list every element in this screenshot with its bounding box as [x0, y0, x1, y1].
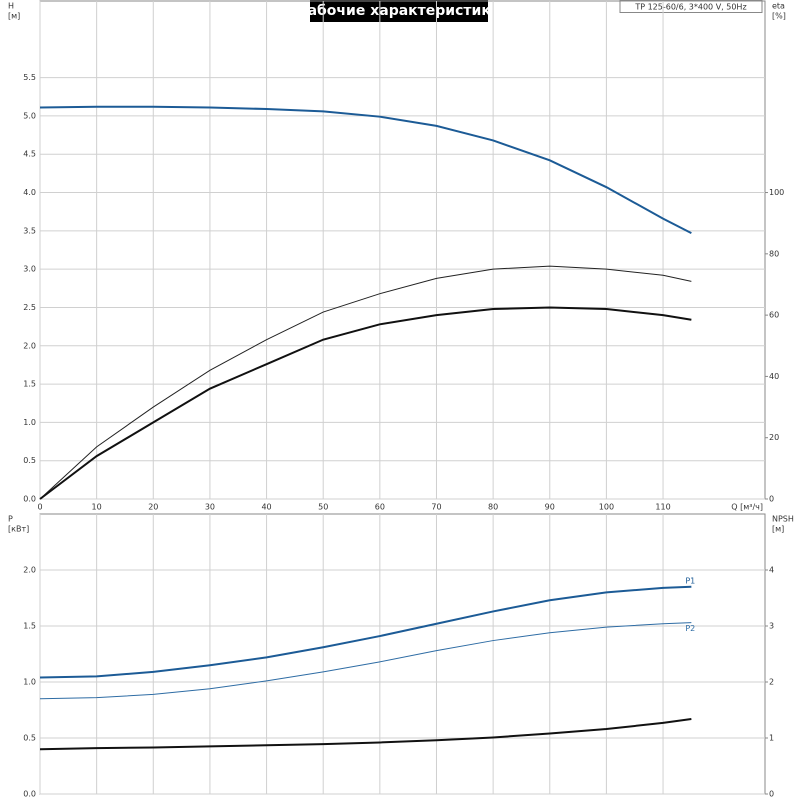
- y-tick-label: 4.0: [23, 188, 36, 197]
- x-tick-label: 90: [545, 503, 555, 512]
- y2-tick-label: 40: [769, 372, 779, 381]
- y2-tick-label: 3: [769, 622, 774, 631]
- x-axis-label: Q [м³/ч]: [731, 503, 763, 512]
- y2-tick-label: 80: [769, 249, 779, 258]
- y2-axis-label: [м]: [772, 525, 784, 534]
- x-tick-label: 50: [318, 503, 328, 512]
- y2-tick-label: 20: [769, 433, 779, 442]
- title-box: [310, 0, 488, 22]
- y-tick-label: 2.0: [23, 341, 36, 350]
- series-label: P2: [685, 624, 695, 633]
- y-tick-label: 0.5: [23, 734, 36, 743]
- y2-axis-label: eta: [772, 2, 785, 11]
- y-tick-label: 2.5: [23, 303, 36, 312]
- y-tick-label: 1.0: [23, 678, 36, 687]
- y2-tick-label: 60: [769, 311, 779, 320]
- y2-tick-label: 0: [769, 790, 774, 799]
- series-line: [39, 306, 692, 500]
- y-tick-label: 0.0: [23, 495, 36, 504]
- y-axis-label: [м]: [8, 12, 20, 21]
- series-line: [39, 717, 692, 751]
- y2-tick-label: 100: [769, 188, 784, 197]
- y2-tick-label: 1: [769, 734, 774, 743]
- series-line: [39, 622, 692, 700]
- x-tick-label: 30: [205, 503, 215, 512]
- y2-axis-label: NPSH: [772, 515, 794, 524]
- y-axis-label: [кВт]: [8, 525, 29, 534]
- y-tick-label: 1.5: [23, 380, 36, 389]
- series-line: [39, 265, 692, 500]
- chart-title: Рабочие характеристики: [297, 3, 500, 19]
- x-tick-label: 40: [261, 503, 271, 512]
- x-tick-label: 60: [375, 503, 385, 512]
- y-tick-label: 3.5: [23, 226, 36, 235]
- x-tick-label: 20: [148, 503, 158, 512]
- y-tick-label: 0.0: [23, 790, 36, 799]
- x-tick-label: 10: [92, 503, 102, 512]
- y2-tick-label: 0: [769, 495, 774, 504]
- y-tick-label: 0.5: [23, 456, 36, 465]
- series-line: [39, 585, 692, 679]
- y-tick-label: 5.5: [23, 73, 36, 82]
- x-tick-label: 100: [599, 503, 614, 512]
- x-tick-label: 80: [488, 503, 498, 512]
- y-tick-label: 2.0: [23, 566, 36, 575]
- y-tick-label: 3.0: [23, 265, 36, 274]
- y-axis-label: H: [8, 2, 14, 11]
- series-line: [39, 105, 692, 235]
- y-tick-label: 5.0: [23, 111, 36, 120]
- y-tick-label: 1.5: [23, 622, 36, 631]
- x-tick-label: 70: [431, 503, 441, 512]
- x-tick-label: 110: [655, 503, 670, 512]
- y-tick-label: 1.0: [23, 418, 36, 427]
- annotation: TP 125-60/6, 3*400 V, 50Hz: [634, 3, 746, 12]
- series-label: P1: [685, 576, 695, 585]
- y2-tick-label: 2: [769, 678, 774, 687]
- y2-tick-label: 4: [769, 566, 774, 575]
- y-axis-label: P: [8, 515, 13, 524]
- x-tick-label: 0: [37, 503, 42, 512]
- y-tick-label: 4.5: [23, 150, 36, 159]
- y2-axis-label: [%]: [772, 12, 786, 21]
